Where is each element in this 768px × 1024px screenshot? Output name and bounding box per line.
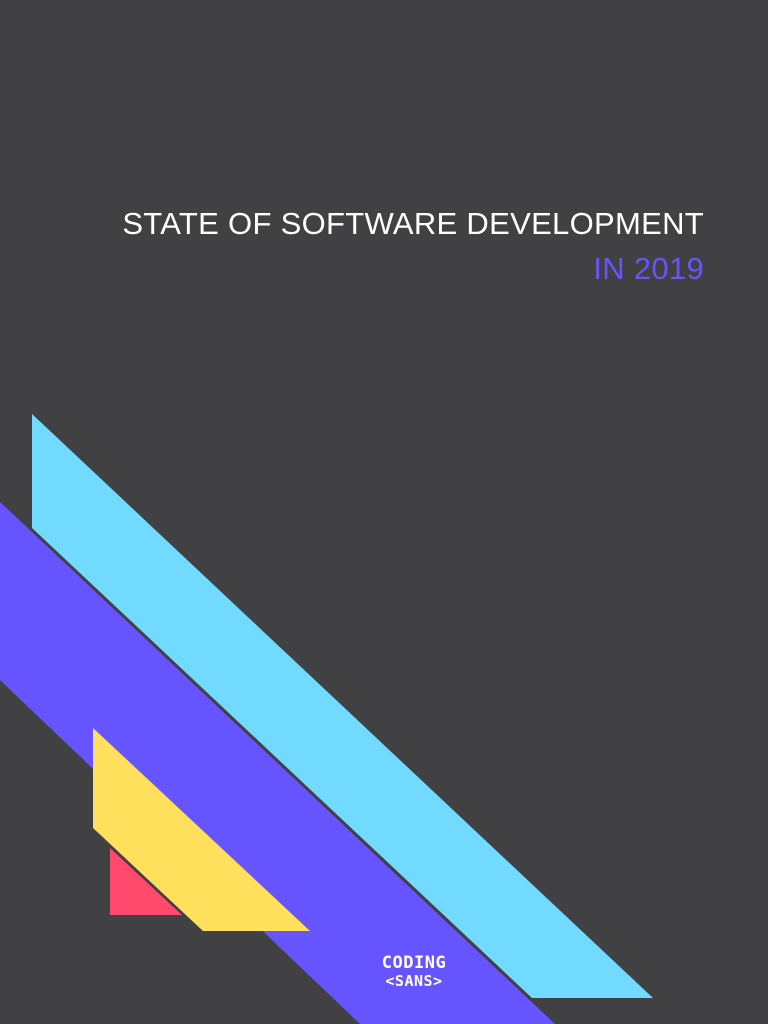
pink-triangle bbox=[110, 848, 182, 915]
title-year: IN 2019 bbox=[593, 251, 704, 286]
cyan-stripe bbox=[32, 414, 653, 998]
title-main: STATE OF SOFTWARE DEVELOPMENT bbox=[122, 206, 704, 241]
logo-line2: <SANS> bbox=[385, 972, 443, 990]
purple-stripe bbox=[0, 502, 555, 1024]
coding-sans-logo: CODING <SANS> bbox=[362, 954, 466, 990]
cover-title: STATE OF SOFTWARE DEVELOPMENT IN 2019 bbox=[0, 200, 704, 290]
yellow-shape bbox=[93, 728, 310, 931]
logo-line1: CODING bbox=[381, 953, 447, 973]
